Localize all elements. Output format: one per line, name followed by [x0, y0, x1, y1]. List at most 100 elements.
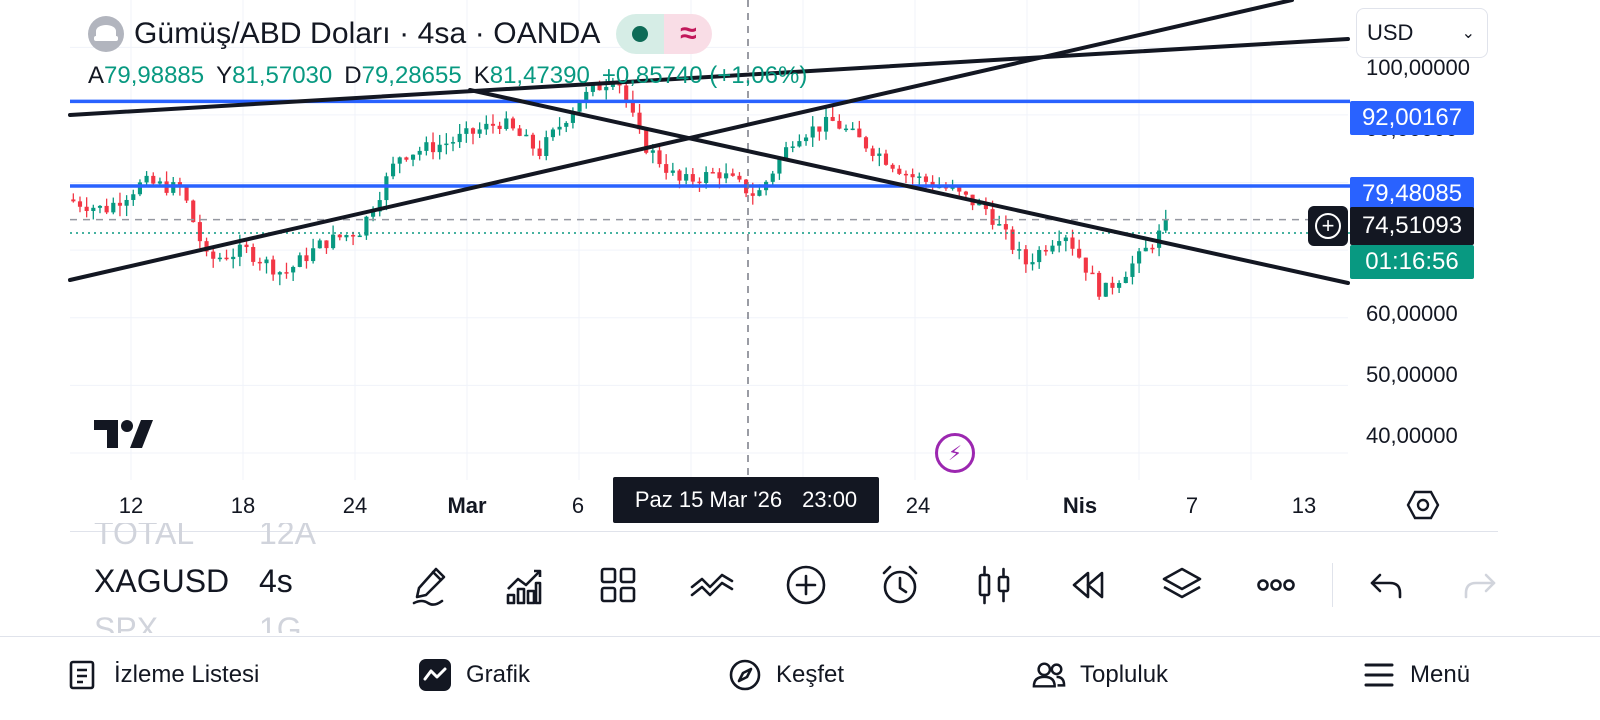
candle-body — [237, 244, 242, 257]
candle-body — [1103, 282, 1108, 297]
candle-body — [157, 181, 162, 184]
candle-body — [410, 154, 416, 160]
nav-label: İzleme Listesi — [114, 661, 260, 688]
watchlist-row[interactable]: SPX 1G — [94, 611, 302, 633]
candle-body — [1030, 262, 1035, 265]
compare-button[interactable] — [688, 561, 736, 609]
candle-body — [564, 122, 569, 127]
time-axis-label: 12 — [118, 493, 144, 518]
rewind-icon — [1072, 571, 1104, 599]
symbol-header[interactable]: Gümüş/ABD Doları · 4sa · OANDA ≈ — [88, 14, 713, 54]
candle-body — [577, 102, 582, 112]
candle-body — [1157, 230, 1162, 248]
candle-body — [397, 157, 402, 164]
nav-community[interactable]: Topluluk — [1032, 655, 1168, 695]
watchlist-symbol: XAGUSD — [94, 563, 230, 599]
price-chart[interactable] — [0, 0, 1600, 545]
drawing-tool-button[interactable] — [406, 561, 454, 609]
layouts-button[interactable] — [594, 561, 642, 609]
candle-body — [637, 112, 642, 130]
candle-body — [504, 118, 509, 129]
candle-body — [644, 129, 649, 153]
chart-divider — [70, 531, 1498, 532]
chart-area[interactable]: Gümüş/ABD Doları · 4sa · OANDA ≈ A79,988… — [0, 0, 1600, 545]
candle-body — [510, 118, 516, 129]
low-value: 79,28655 — [361, 62, 462, 89]
waves-icon — [690, 573, 734, 597]
candle-body — [817, 126, 822, 132]
watchlist-row[interactable]: XAGUSD 4s — [94, 563, 293, 600]
candle-body — [777, 159, 782, 174]
time-axis[interactable]: 12 18 24 Mar 6 24 Nis 7 13 — [0, 485, 1400, 525]
nav-explore[interactable]: Keşfet — [728, 655, 844, 695]
indicators-button[interactable] — [500, 561, 548, 609]
candle-body — [1010, 229, 1015, 250]
candle-body — [610, 83, 615, 87]
candle-body — [597, 84, 602, 91]
candle-body — [224, 257, 229, 260]
candle-body — [877, 153, 882, 156]
crosshair-plus-button[interactable]: + — [1308, 206, 1348, 246]
redo-button[interactable] — [1456, 561, 1504, 609]
symbol-title[interactable]: Gümüş/ABD Doları · 4sa · OANDA — [134, 17, 601, 50]
chart-type-button[interactable] — [970, 561, 1018, 609]
crosshair-price-tag: 74,51093 — [1350, 207, 1474, 245]
candle-body — [524, 134, 529, 137]
tradingview-logo[interactable] — [92, 418, 154, 455]
horizontal-line-price-tag[interactable]: 92,00167 — [1350, 101, 1474, 135]
watchlist-row[interactable]: TOTAL 12A — [94, 523, 316, 552]
trend-line — [68, 37, 1350, 117]
nav-watchlist[interactable]: İzleme Listesi — [66, 655, 259, 695]
high-value: 81,57030 — [232, 62, 333, 89]
candle-body — [91, 207, 96, 211]
undo-button[interactable] — [1362, 561, 1410, 609]
candle-body — [630, 100, 635, 113]
candle-body — [297, 255, 302, 267]
symbol-switcher[interactable]: TOTAL 12A XAGUSD 4s SPX 1G — [94, 523, 394, 633]
objects-tree-button[interactable] — [1158, 561, 1206, 609]
axis-settings-button[interactable] — [1406, 490, 1440, 520]
chevron-down-icon: ⌄ — [1461, 25, 1475, 42]
candle-body — [477, 129, 482, 134]
candle-body — [790, 146, 795, 148]
candle-body — [311, 248, 316, 262]
candle-body — [684, 174, 689, 181]
candle-body — [1130, 263, 1135, 277]
candle-body — [151, 175, 156, 184]
ohlc-legend: A79,98885 Y81,57030 D79,28655 K81,47390 … — [88, 62, 807, 90]
candle-body — [331, 234, 336, 249]
candle-body — [84, 206, 89, 211]
status-pill[interactable]: ≈ — [616, 14, 713, 54]
nav-menu[interactable]: Menü — [1362, 655, 1470, 695]
add-button[interactable] — [782, 561, 830, 609]
candle-body — [317, 240, 322, 249]
alert-button[interactable] — [876, 561, 924, 609]
candle-body — [111, 202, 116, 213]
pen-icon — [412, 567, 446, 606]
nav-label: Topluluk — [1080, 661, 1169, 688]
candle-body — [550, 129, 555, 138]
currency-select[interactable]: USD ⌄ — [1356, 8, 1488, 58]
candle-body — [211, 251, 216, 259]
candle-body — [97, 205, 103, 208]
candle-body — [104, 205, 109, 213]
candle-body — [590, 84, 595, 92]
nav-chart[interactable]: Grafik — [418, 655, 530, 695]
hexagon-settings-icon — [1406, 490, 1440, 520]
candle-body — [903, 173, 909, 176]
crosshair-time-label: Paz 15 Mar '26 23:00 — [613, 477, 879, 523]
candle-body — [890, 164, 895, 169]
candle-body — [950, 187, 955, 189]
replay-button[interactable] — [1064, 561, 1112, 609]
open-label: A — [88, 62, 105, 89]
time-axis-label: 24 — [342, 493, 368, 518]
candle-body — [757, 190, 762, 196]
price-axis-label: 50,00000 — [1366, 362, 1458, 387]
flash-icon[interactable]: ⚡ — [935, 433, 975, 473]
candle-body — [1043, 249, 1048, 252]
candle-body — [204, 241, 209, 252]
candle-body — [710, 172, 715, 174]
more-button[interactable] — [1252, 561, 1300, 609]
candle-body — [430, 142, 436, 153]
horizontal-line-price-tag[interactable]: 79,48085 — [1350, 177, 1474, 211]
